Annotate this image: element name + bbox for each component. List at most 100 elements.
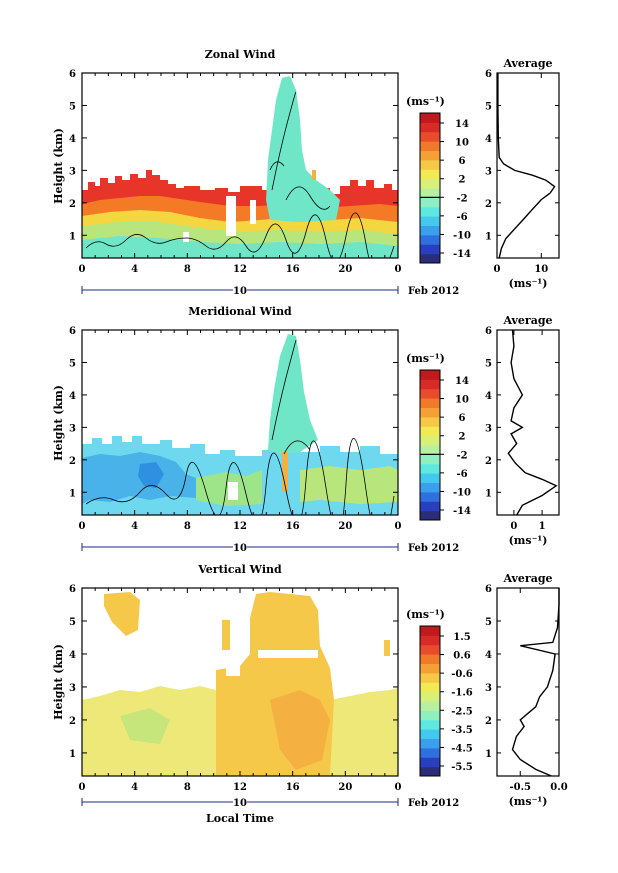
meridional-green-layer (300, 466, 398, 504)
colorbar-swatch (420, 654, 440, 664)
profile-y-tick-label: 5 (485, 617, 492, 628)
x-tick-label: 0 (395, 521, 402, 532)
colorbar-swatch (420, 169, 440, 180)
profile-title: Average (502, 572, 552, 585)
profile-xlabel: (ms⁻¹) (509, 795, 548, 808)
colorbar-swatch (420, 159, 440, 170)
profile-frame (496, 587, 560, 777)
x-tick-label: 20 (338, 782, 352, 793)
colorbar-swatch (420, 747, 440, 758)
meridional-blue-layer (82, 452, 196, 504)
colorbar-swatch (420, 122, 440, 133)
colorbar-swatch (420, 691, 440, 702)
y-tick-label: 2 (69, 199, 76, 210)
colorbar-tick-label: 10 (455, 138, 469, 149)
colorbar-swatch (420, 398, 440, 408)
colorbar-tick-label: -14 (453, 249, 471, 260)
zonal-gap (226, 196, 236, 236)
meridional-month: Feb 2012 (408, 543, 459, 554)
colorbar-swatch (420, 663, 440, 674)
x-tick-label: 16 (286, 521, 300, 532)
profile-x-tick-label: 10 (534, 264, 548, 275)
vertical-orange-deep (270, 690, 330, 770)
profile-xlabel: (ms⁻¹) (509, 277, 548, 290)
profile-x-tick-label: 1 (539, 521, 546, 532)
y-tick-label: 5 (69, 101, 76, 112)
profile-y-tick-label: 5 (485, 358, 492, 369)
colorbar-swatch (420, 491, 440, 502)
colorbar-tick-label: -0.6 (451, 669, 473, 680)
profile-y-tick-label: 1 (485, 231, 492, 242)
vertical-xaxis: 0 4 8 12 16 20 0 (79, 588, 402, 793)
profile-y-tick-label: 2 (485, 456, 492, 467)
profile-x-tick-label: -0.5 (509, 782, 531, 793)
profile-y-tick-label: 1 (485, 488, 492, 499)
y-tick-label: 6 (69, 69, 76, 80)
colorbar-swatch (420, 197, 440, 208)
colorbar-tick-label: -5.5 (451, 762, 473, 773)
meridional-contour (271, 339, 311, 455)
meridional-profile: Average 1 2 3 4 5 6 0 1 (ms⁻¹) (485, 314, 560, 547)
colorbar-swatch (420, 370, 440, 380)
vertical-title: Vertical Wind (197, 563, 282, 576)
colorbar-unit: (ms⁻¹) (406, 608, 445, 621)
x-tick-label: 4 (131, 264, 138, 275)
meridional-gap (228, 482, 238, 500)
colorbar-unit: (ms⁻¹) (406, 352, 445, 365)
profile-y-tick-label: 2 (485, 716, 492, 727)
profile-xlabel: (ms⁻¹) (509, 534, 548, 547)
colorbar-swatch (420, 445, 440, 455)
profile-y-tick-label: 5 (485, 101, 492, 112)
x-tick-label: 0 (79, 782, 86, 793)
colorbar-tick-label: 6 (459, 156, 466, 167)
colorbar-swatch (420, 510, 440, 521)
colorbar-swatch (420, 244, 440, 255)
colorbar-swatch (420, 710, 440, 721)
colorbar-tick-label: -14 (453, 506, 471, 517)
colorbar-tick-label: 10 (455, 395, 469, 406)
colorbar-swatch (420, 131, 440, 142)
colorbar-swatch (420, 407, 440, 418)
colorbar-tick-label: -6 (456, 469, 467, 480)
vertical-gap (258, 650, 318, 658)
profile-line (511, 588, 560, 777)
vertical-heatmap (82, 592, 398, 776)
profile-y-tick-label: 3 (485, 423, 492, 434)
colorbar-swatch (420, 701, 440, 711)
profile-y-tick-label: 6 (485, 584, 492, 595)
colorbar-swatch (420, 188, 440, 198)
y-tick-label: 6 (69, 584, 76, 595)
colorbar-tick-label: -3.5 (451, 725, 473, 736)
x-tick-label: 8 (184, 264, 191, 275)
zonal-ylabel: Height (km) (52, 128, 65, 204)
profile-title: Average (502, 314, 552, 327)
zonal-xaxis: 0 4 8 12 16 20 0 (79, 73, 402, 275)
colorbar-swatch (420, 766, 440, 777)
y-tick-label: 6 (69, 326, 76, 337)
zonal-date: 10 (233, 286, 247, 297)
colorbar-tick-label: -4.5 (451, 743, 473, 754)
x-tick-label: 12 (233, 521, 247, 532)
colorbar-swatch (420, 672, 440, 683)
zonal-contour (269, 91, 331, 210)
y-tick-label: 5 (69, 358, 76, 369)
colorbar-swatch (420, 501, 440, 512)
x-tick-label: 16 (286, 264, 300, 275)
x-tick-label: 0 (395, 264, 402, 275)
profile-y-tick-label: 4 (485, 134, 492, 145)
y-tick-label: 3 (69, 683, 76, 694)
vertical-date-bar: 10 Feb 2012 (81, 797, 459, 809)
zonal-title: Zonal Wind (205, 48, 276, 61)
colorbar-swatch (420, 482, 440, 493)
colorbar-unit: (ms⁻¹) (406, 95, 445, 108)
profile-y-tick-label: 3 (485, 683, 492, 694)
colorbar-swatch (420, 113, 440, 123)
meridional-heatmap (82, 334, 398, 515)
profile-x-tick-label: 0 (510, 521, 517, 532)
colorbar-tick-label: 6 (459, 413, 466, 424)
colorbar-swatch (420, 416, 440, 427)
meridional-title: Meridional Wind (188, 305, 292, 318)
colorbar-swatch (420, 426, 440, 437)
zonal-profile: Average 1 2 3 4 5 6 0 10 (ms⁻¹) (485, 57, 560, 290)
